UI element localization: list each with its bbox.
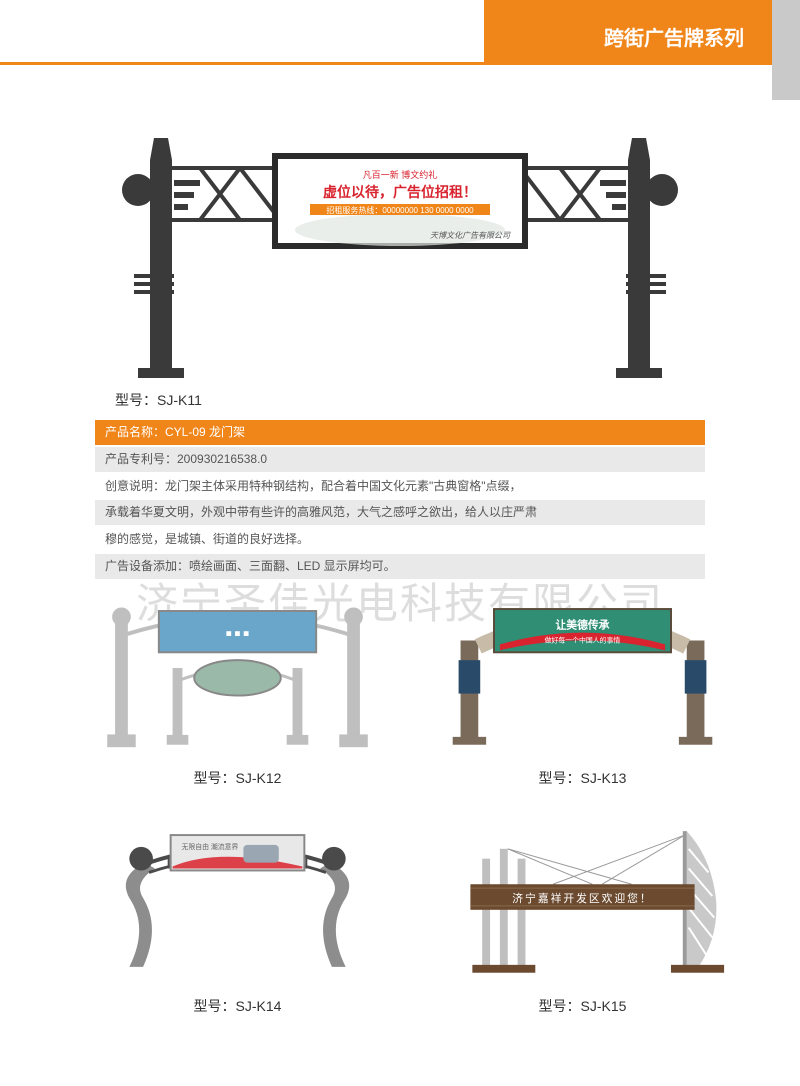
- model-prefix: 型号：: [115, 392, 157, 408]
- spec-row: 产品名称：CYL-09 龙门架: [95, 420, 705, 445]
- grid-model-label: 型号：SJ-K15: [435, 996, 730, 1016]
- grid-cell: 济宁嘉祥开发区欢迎您！ 型号：SJ-K15: [435, 818, 730, 1016]
- header-title-box: 跨街广告牌系列: [484, 0, 772, 62]
- billboard-line4: 天博文化广告有限公司: [430, 231, 511, 240]
- product-illustration-k13: 让美德传承 做好每一个中国人的事情: [435, 590, 730, 750]
- svg-text:■ ■ ■: ■ ■ ■: [226, 629, 249, 640]
- billboard-line3: 招租服务热线：00000000 130 0000 0000: [326, 205, 474, 215]
- spec-row: 穆的感觉，是城镇、街道的良好选择。: [95, 527, 705, 552]
- product-illustration-k15: 济宁嘉祥开发区欢迎您！: [435, 818, 730, 978]
- main-model-label: 型号：SJ-K11: [115, 390, 202, 410]
- spec-row: 产品专利号：200930216538.0: [95, 447, 705, 472]
- page-header: 跨街广告牌系列: [0, 0, 800, 100]
- product-grid: ■ ■ ■ 型号：SJ-K12: [90, 590, 730, 1016]
- grid-model-label: 型号：SJ-K12: [90, 768, 385, 788]
- spec-row: 承载着华夏文明，外观中带有些许的高雅风范，大气之感呼之欲出，给人以庄严肃: [95, 500, 705, 525]
- grid-cell: ■ ■ ■ 型号：SJ-K12: [90, 590, 385, 788]
- billboard-line1: 凡百一新 博文约礼: [363, 169, 438, 180]
- product-illustration-k14: 无限自由 潮流意界: [90, 818, 385, 978]
- product-illustration-k12: ■ ■ ■: [90, 590, 385, 750]
- svg-text:让美德传承: 让美德传承: [556, 618, 610, 632]
- spec-table: 产品名称：CYL-09 龙门架 产品专利号：200930216538.0 创意说…: [95, 420, 705, 581]
- main-model-code: SJ-K11: [157, 392, 202, 408]
- svg-text:无限自由 潮流意界: 无限自由 潮流意界: [182, 842, 239, 851]
- header-divider: [0, 62, 772, 65]
- header-gray-strip: [772, 0, 800, 100]
- billboard-line2: 虚位以待，广告位招租！: [323, 184, 477, 200]
- grid-model-label: 型号：SJ-K13: [435, 768, 730, 788]
- spec-row: 广告设备添加：喷绘画面、三面翻、LED 显示屏均可。: [95, 554, 705, 579]
- grid-cell: 无限自由 潮流意界 型号：SJ-K14: [90, 818, 385, 1016]
- spec-row: 创意说明：龙门架主体采用特种钢结构，配合着中国文化元素"古典窗格"点缀，: [95, 474, 705, 499]
- header-title: 跨街广告牌系列: [604, 28, 744, 50]
- grid-cell: 让美德传承 做好每一个中国人的事情 型号：SJ-K13: [435, 590, 730, 788]
- grid-model-label: 型号：SJ-K14: [90, 996, 385, 1016]
- svg-text:济宁嘉祥开发区欢迎您！: 济宁嘉祥开发区欢迎您！: [512, 891, 652, 905]
- main-product-illustration: 凡百一新 博文约礼 虚位以待，广告位招租！ 招租服务热线：00000000 13…: [90, 120, 710, 380]
- svg-text:做好每一个中国人的事情: 做好每一个中国人的事情: [545, 635, 621, 644]
